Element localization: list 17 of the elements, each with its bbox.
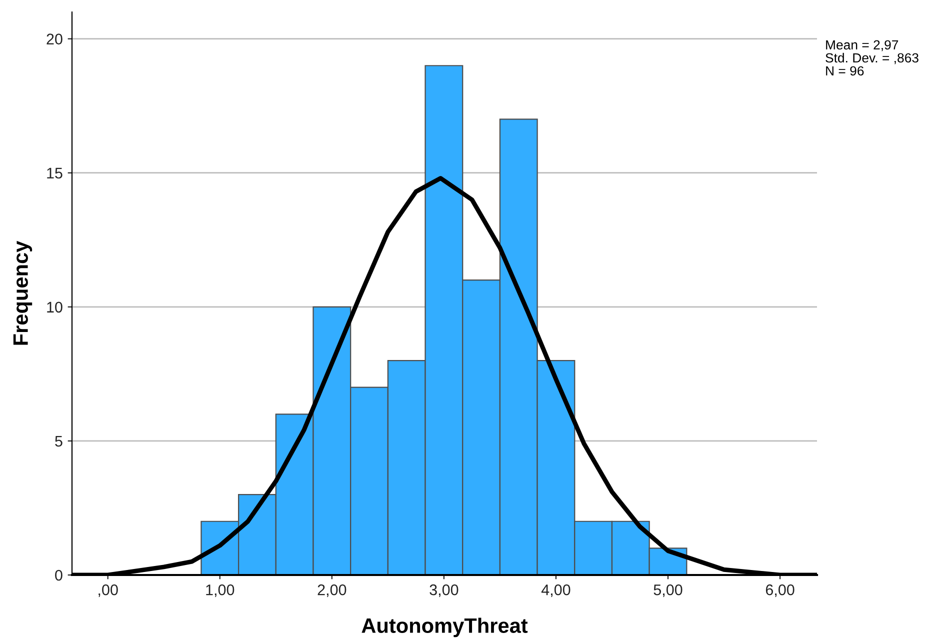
x-axis-title: AutonomyThreat — [362, 618, 528, 638]
y-tick-label: 0 — [55, 570, 62, 581]
y-tick-label: 20 — [46, 34, 62, 44]
text: N = 96 — [826, 66, 864, 76]
x-tick-label: 3,00 — [430, 584, 458, 598]
text: Mean = 2,97 — [826, 40, 898, 52]
y-axis-title: Frequency — [13, 240, 32, 345]
x-tick-label: 6,00 — [766, 584, 794, 598]
y-tick-label: 15 — [47, 168, 62, 179]
x-tick-label: ,00 — [98, 584, 118, 598]
x-tick-label: 1,00 — [206, 584, 234, 598]
x-tick-label: 4,00 — [541, 584, 570, 598]
y-tick-label: 10 — [47, 302, 62, 313]
x-tick-label: 2,00 — [318, 584, 346, 598]
x-tick-label: 5,00 — [654, 584, 682, 598]
text: Std. Dev. = ,863 — [826, 52, 918, 64]
y-tick-label: 5 — [55, 436, 62, 447]
